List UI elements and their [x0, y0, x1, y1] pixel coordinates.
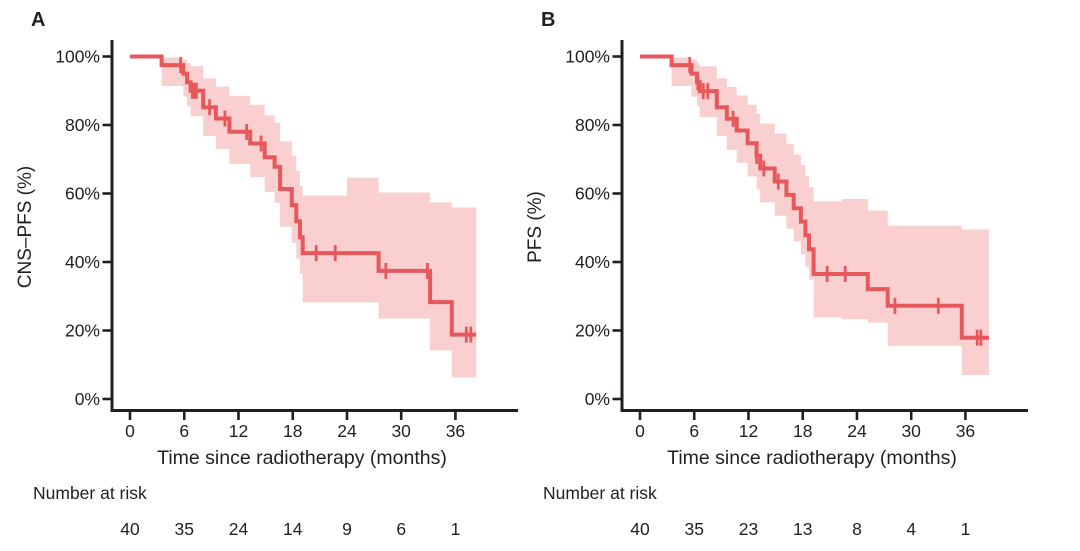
x-tick-label: 30: [901, 421, 921, 441]
panel-b-label: B: [541, 9, 556, 31]
x-axis-title: Time since radiotherapy (months): [157, 447, 447, 469]
y-tick-label: 60%: [65, 184, 100, 204]
x-tick-label: 18: [283, 421, 302, 441]
panel-pfs: B PFS (%) 100% 80% 60% 40% 20% 0% 0 6 12 18 24 30 36…: [510, 0, 1080, 551]
risk-count: 23: [739, 519, 758, 539]
y-tick-label: 0%: [585, 389, 610, 409]
x-tick-label: 0: [635, 421, 645, 441]
km-plot-pfs: 100% 80% 60% 40% 20% 0% 0 6 12 18 24 30 36 40 35 23 13 8 4…: [565, 40, 1028, 539]
y-tick-label: 20%: [65, 321, 100, 341]
x-tick-label: 36: [446, 421, 465, 441]
number-at-risk-header: Number at risk: [33, 483, 147, 503]
risk-count: 40: [630, 519, 650, 539]
risk-count: 24: [229, 519, 249, 539]
risk-count: 35: [685, 519, 704, 539]
y-tick-label: 80%: [575, 115, 610, 135]
y-tick-label: 100%: [565, 47, 610, 67]
panel-a-label: A: [31, 9, 46, 31]
risk-count: 4: [906, 519, 916, 539]
risk-count: 6: [396, 519, 406, 539]
risk-count: 8: [852, 519, 862, 539]
survival-curve: [130, 54, 477, 337]
x-tick-label: 24: [337, 421, 357, 441]
km-plot-cns-pfs: 100% 80% 60% 40% 20% 0% 0 6 12 18 24 30 36 40 35 24 14 9 6…: [55, 40, 518, 539]
panel-cns-pfs: A CNS–PFS (%) 100% 80% 60% 40% 20% 0% 0 6 12 18 24…: [15, 9, 518, 539]
x-tick-label: 0: [125, 421, 135, 441]
y-tick-label: 60%: [575, 184, 610, 204]
x-tick-label: 30: [391, 421, 411, 441]
risk-count: 14: [283, 519, 303, 539]
y-tick-label: 100%: [55, 47, 100, 67]
confidence-band: [161, 57, 477, 378]
x-tick-label: 12: [739, 421, 758, 441]
y-tick-label: 80%: [65, 115, 100, 135]
y-tick-label: 40%: [65, 252, 100, 272]
risk-count: 40: [120, 519, 140, 539]
y-tick-label: 40%: [575, 252, 610, 272]
risk-count: 35: [175, 519, 194, 539]
x-tick-label: 18: [793, 421, 812, 441]
x-tick-label: 6: [179, 421, 189, 441]
risk-count: 1: [961, 519, 971, 539]
risk-count: 13: [793, 519, 812, 539]
x-tick-label: 12: [229, 421, 248, 441]
x-tick-label: 6: [689, 421, 699, 441]
y-tick-label: 0%: [75, 389, 100, 409]
y-tick-label: 20%: [575, 321, 610, 341]
risk-count: 1: [451, 519, 461, 539]
x-tick-label: 36: [956, 421, 975, 441]
confidence-band: [671, 57, 989, 375]
x-tick-label: 24: [847, 421, 867, 441]
x-axis-title: Time since radiotherapy (months): [667, 447, 957, 469]
number-at-risk-header: Number at risk: [543, 483, 657, 503]
risk-count: 9: [342, 519, 352, 539]
